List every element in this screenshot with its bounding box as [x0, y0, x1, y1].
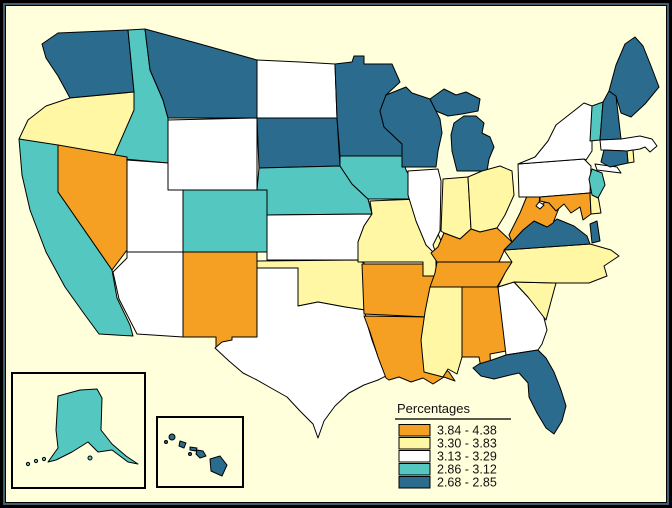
state-michigan-upper-peninsula	[429, 88, 481, 117]
state-new-york	[517, 102, 593, 165]
alaska-kodiak-island	[87, 455, 93, 461]
state-texas	[214, 267, 387, 439]
frame-inner-line	[5, 5, 667, 503]
legend-swatch-1	[398, 424, 431, 437]
state-wyoming	[167, 117, 258, 191]
state-virginia-eastern-shore	[589, 220, 601, 244]
alaska-aleutian-island	[41, 456, 47, 462]
hawaii-island-lanai	[188, 452, 192, 456]
state-california	[18, 138, 134, 337]
frame-accent-line	[3, 3, 669, 505]
state-north-dakota	[256, 59, 338, 119]
legend-swatch-5	[398, 476, 431, 489]
state-colorado	[182, 189, 268, 253]
state-new-mexico	[182, 251, 258, 349]
state-montana	[144, 28, 258, 119]
state-alaska	[47, 388, 139, 465]
state-indiana	[440, 176, 472, 240]
legend-label-5: 2.68 - 2.85	[437, 476, 497, 490]
state-wisconsin	[379, 86, 443, 168]
legend-label-2: 3.30 - 3.83	[437, 437, 497, 451]
hawaii-island-niihau	[164, 440, 168, 444]
legend-label-4: 2.86 - 3.12	[437, 463, 497, 477]
state-mississippi	[420, 286, 463, 378]
state-kansas	[266, 213, 373, 261]
legend-label-1: 3.84 - 4.38	[437, 424, 497, 438]
hawaii-island-kauai	[168, 433, 176, 441]
hawaii-inset	[156, 416, 244, 488]
legend-label-3: 3.13 - 3.29	[437, 450, 497, 464]
state-district-of-columbia	[535, 201, 545, 210]
state-new-hampshire	[599, 90, 622, 141]
state-pennsylvania	[517, 158, 592, 198]
state-north-carolina	[497, 243, 620, 288]
state-michigan	[450, 115, 495, 172]
state-maine	[608, 36, 660, 118]
state-connecticut	[600, 149, 629, 168]
hawaii-island-maui	[195, 449, 207, 459]
hawaii-inset-box	[156, 416, 244, 488]
alaska-inset-box	[11, 372, 146, 489]
alaska-inset	[11, 372, 146, 489]
state-south-dakota	[256, 117, 341, 169]
state-new-jersey	[588, 168, 606, 199]
alaska-aleutian-island	[33, 458, 39, 464]
alaska-aleutian-island	[25, 461, 31, 467]
hawaii-island-molokai	[189, 446, 198, 452]
states-layer	[18, 28, 660, 439]
legend-title: Percentages	[397, 401, 470, 416]
legend: Percentages 3.84 - 4.38 3.30 - 3.83 3.13…	[395, 401, 511, 490]
legend-swatch-4	[398, 463, 431, 476]
hawaii-island-hawaii	[209, 455, 228, 477]
legend-swatch-2	[398, 437, 431, 450]
state-florida	[472, 349, 567, 435]
hawaii-island-oahu	[178, 440, 187, 449]
legend-swatch-3	[398, 450, 431, 463]
